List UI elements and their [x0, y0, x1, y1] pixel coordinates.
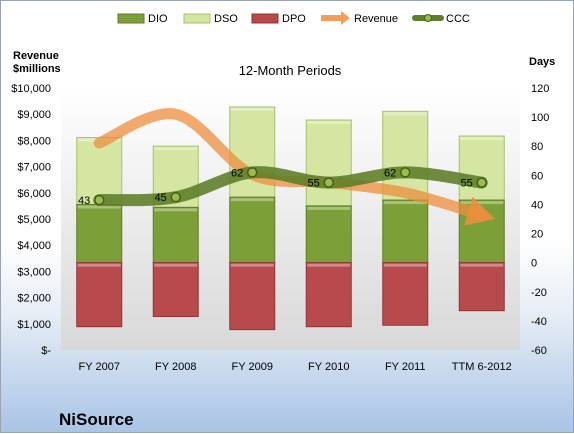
bar-highlight [460, 137, 504, 141]
ccc-point [170, 191, 181, 203]
right-tick-label: 20 [531, 229, 543, 241]
legend-swatch-dpo [251, 13, 279, 24]
right-tick-label: 100 [531, 112, 549, 124]
left-tick-label: $8,000 [17, 135, 51, 147]
left-tick-label: $10,000 [11, 83, 51, 95]
bar-dio [229, 196, 276, 264]
bar-dio [305, 205, 352, 264]
bar-highlight [77, 205, 121, 209]
bar-highlight [460, 263, 504, 267]
ccc-point [247, 167, 258, 178]
revenue-line [93, 108, 496, 226]
left-tick-label: $- [41, 345, 51, 357]
right-tick-label: 0 [531, 258, 537, 270]
bar-highlight [383, 201, 427, 205]
legend-ccc-marker [424, 14, 432, 22]
right-axis-title: Days [529, 56, 555, 68]
bar-dio [76, 203, 123, 264]
left-axis: $- $1,000 $2,000 $3,000 $4,000 $5,000 $6,000 $7… [11, 83, 51, 357]
right-tick-label: 40 [531, 199, 543, 211]
x-tick-label: FY 2010 [308, 361, 349, 373]
right-tick-label: 80 [531, 141, 543, 153]
ccc-data-label: 45 [155, 192, 167, 204]
ccc-series: 43 45 62 55 62 55 [78, 166, 488, 207]
ccc-data-label: 62 [231, 167, 243, 179]
legend-swatch-dso [183, 13, 211, 24]
x-tick-label: FY 2009 [232, 361, 273, 373]
legend-swatch-dio [117, 13, 145, 24]
left-axis-title-line2: $millions [13, 63, 61, 75]
bar-highlight [230, 263, 274, 267]
bar-highlight [460, 201, 504, 205]
bar-dso [458, 135, 505, 201]
bar-dpo [229, 262, 276, 331]
bar-dio [382, 199, 429, 264]
x-tick-label: FY 2008 [155, 361, 196, 373]
legend-label-dpo: DPO [282, 13, 306, 25]
ccc-point [323, 177, 334, 188]
right-tick-label: 120 [531, 83, 549, 95]
bar-highlight [383, 263, 427, 267]
plot-area [61, 88, 520, 350]
right-tick-label: -60 [531, 345, 547, 357]
chart-title: 12-Month Periods [239, 63, 342, 78]
left-tick-label: $7,000 [17, 162, 51, 174]
company-name: NiSource [59, 410, 134, 429]
bar-highlight [230, 198, 274, 202]
ccc-point [94, 194, 105, 206]
left-tick-label: $3,000 [17, 266, 51, 278]
left-tick-label: $6,000 [17, 188, 51, 200]
x-tick-label: FY 2007 [79, 361, 120, 373]
x-tick-label: FY 2011 [385, 361, 426, 373]
bar-highlight [154, 263, 198, 267]
right-tick-label: 60 [531, 170, 543, 182]
bar-dpo [458, 262, 505, 312]
left-tick-label: $1,000 [17, 319, 51, 331]
left-tick-label: $2,000 [17, 293, 51, 305]
bar-highlight [307, 263, 351, 267]
bar-dpo [382, 262, 429, 326]
x-axis: FY 2007 FY 2008 FY 2009 FY 2010 FY 2011 TTM 6… [79, 361, 512, 373]
legend-label-dso: DSO [214, 13, 238, 25]
right-tick-label: -20 [531, 287, 547, 299]
ccc-data-label: 55 [308, 178, 320, 190]
bar-highlight [230, 107, 274, 111]
bar-highlight [154, 208, 198, 212]
bar-dpo [76, 262, 123, 328]
revenue-series [93, 108, 496, 226]
legend-swatch-revenue [321, 11, 350, 25]
bar-highlight [154, 147, 198, 151]
left-tick-label: $4,000 [17, 240, 51, 252]
ccc-data-label: 55 [461, 178, 473, 190]
ccc-point [400, 167, 411, 178]
bar-dso [76, 136, 123, 205]
legend-label-dio: DIO [148, 13, 168, 25]
bar-highlight [383, 112, 427, 116]
ccc-line [93, 166, 488, 207]
left-axis-title-line1: Revenue [13, 50, 59, 62]
bar-highlight [77, 263, 121, 267]
legend: DIO DSO DPO Revenue CCC [117, 11, 470, 25]
x-tick-label: TTM 6-2012 [452, 361, 512, 373]
left-tick-label: $5,000 [17, 214, 51, 226]
right-tick-label: -40 [531, 316, 547, 328]
bar-highlight [307, 206, 351, 210]
ccc-data-label: 62 [384, 167, 396, 179]
left-tick-label: $9,000 [17, 109, 51, 121]
legend-label-revenue: Revenue [354, 13, 398, 25]
bar-highlight [307, 121, 351, 125]
legend-label-ccc: CCC [446, 13, 470, 25]
ccc-point [476, 177, 487, 188]
bars [76, 106, 505, 331]
ccc-data-label: 43 [78, 195, 90, 207]
bar-dio [152, 206, 199, 264]
right-axis: -60 -40 -20 0 20 40 60 80 100 120 [531, 83, 549, 357]
bar-dpo [152, 262, 199, 318]
bar-dso [305, 119, 352, 207]
bar-dpo [305, 262, 352, 328]
